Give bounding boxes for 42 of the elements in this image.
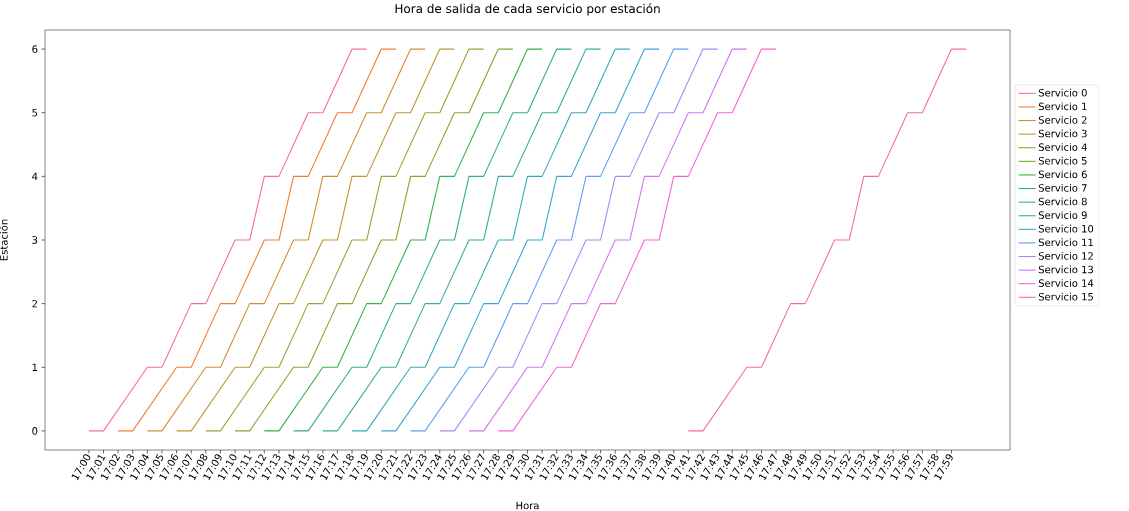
y-tick-label: 1	[32, 363, 38, 371]
legend-label: Servicio 0	[1038, 88, 1087, 97]
line-series	[351, 48, 631, 432]
line-series	[380, 48, 660, 432]
legend-label: Servicio 10	[1038, 224, 1094, 233]
y-tick-label: 2	[32, 299, 37, 308]
legend-label: Servicio 2	[1038, 115, 1087, 124]
y-tick-label: 6	[32, 45, 38, 53]
line-series	[497, 48, 777, 432]
line-series	[117, 48, 397, 432]
legend-label: Servicio 14	[1038, 279, 1094, 287]
y-tick-label: 0	[32, 427, 38, 435]
line-series	[263, 48, 543, 432]
legend-label: Servicio 13	[1038, 265, 1094, 274]
legend-label: Servicio 11	[1038, 238, 1093, 247]
legend-label: Servicio 9	[1038, 211, 1087, 219]
line-series	[439, 48, 719, 432]
y-tick-label: 5	[32, 109, 38, 117]
line-series	[88, 48, 368, 432]
line-series	[146, 48, 426, 432]
chart-title: Hora de salida de cada servicio por estación	[395, 3, 660, 16]
line-series	[205, 48, 485, 432]
legend-label: Servicio 5	[1038, 156, 1087, 165]
legend-label: Servicio 1	[1038, 102, 1087, 111]
legend-label: Servicio 8	[1038, 197, 1087, 206]
line-series	[687, 48, 967, 432]
legend-label: Servicio 12	[1038, 251, 1093, 260]
x-axis-title: Hora	[516, 501, 539, 510]
line-series	[176, 48, 455, 432]
legend-label: Servicio 7	[1038, 183, 1087, 192]
line-series	[292, 48, 572, 432]
legend-label: Servicio 3	[1038, 129, 1087, 138]
legend-label: Servicio 4	[1038, 143, 1087, 151]
legend-label: Servicio 6	[1038, 170, 1087, 179]
line-series	[410, 48, 689, 432]
legend-label: Servicio 15	[1038, 292, 1093, 301]
y-tick-label: 4	[32, 172, 38, 181]
line-series	[468, 48, 748, 432]
y-axis-title: Estación	[0, 219, 8, 261]
line-series	[234, 48, 514, 432]
y-tick-label: 3	[32, 236, 38, 244]
line-series	[322, 48, 602, 432]
